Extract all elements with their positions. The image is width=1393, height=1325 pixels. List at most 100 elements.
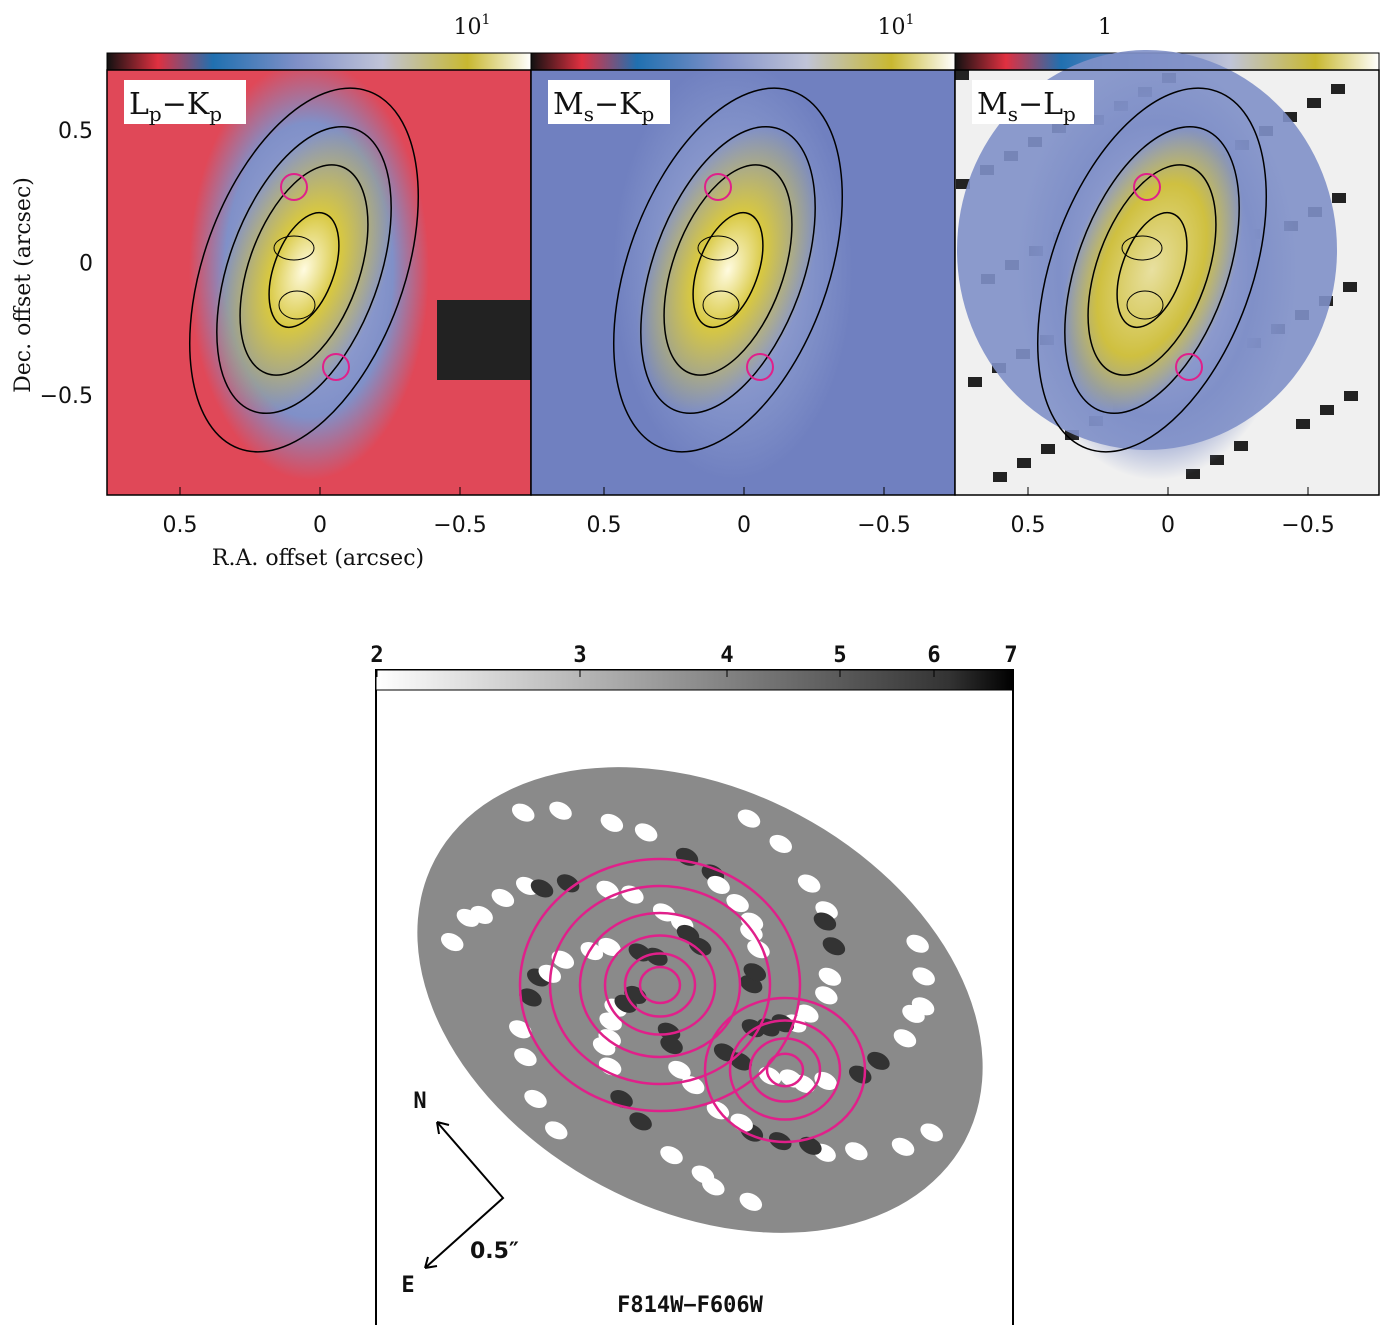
- speckle: [545, 1121, 568, 1140]
- noise: [1041, 444, 1055, 454]
- contour: [1036, 87, 1268, 453]
- contour: [663, 164, 793, 376]
- marker-circle: [704, 173, 732, 201]
- speckle: [912, 967, 935, 986]
- speckle: [470, 905, 493, 924]
- speckle: [440, 932, 464, 952]
- noise: [955, 70, 969, 80]
- speckle: [822, 937, 846, 956]
- x-tick-label: −0.5: [1281, 513, 1334, 538]
- speckle: [815, 986, 838, 1005]
- label-part: K: [619, 87, 642, 122]
- panel-label: Lp−Kp: [129, 87, 222, 126]
- speckle: [600, 813, 624, 832]
- colorbar-tick-label: 1: [1098, 15, 1112, 40]
- colorbar: [375, 669, 1014, 691]
- speckle: [519, 988, 542, 1007]
- y-tick-label: 0.5: [58, 119, 93, 144]
- label-part: s: [584, 102, 594, 126]
- contour: [1064, 125, 1240, 415]
- speckle: [660, 1036, 683, 1055]
- label-part: −: [162, 87, 187, 122]
- speckle: [797, 874, 821, 893]
- tick-base: 10: [878, 15, 906, 40]
- speckle: [629, 1112, 652, 1131]
- marker-circle: [1175, 353, 1203, 381]
- noise: [1017, 458, 1031, 468]
- speckle: [549, 801, 572, 820]
- magenta-contour: [703, 996, 867, 1144]
- contour: [640, 125, 816, 415]
- contour: [268, 211, 340, 329]
- x-axis-label: R.A. offset (arcsec): [212, 546, 424, 571]
- speckle: [660, 1146, 683, 1165]
- magenta-contour: [765, 1052, 805, 1088]
- contour: [1087, 164, 1217, 376]
- magenta-contour: [623, 952, 697, 1018]
- x-tick-label: −0.5: [857, 513, 910, 538]
- contour: [612, 87, 844, 453]
- speckle: [769, 834, 792, 853]
- label-part: s: [1008, 102, 1018, 126]
- noise: [968, 377, 982, 387]
- label-box: [972, 80, 1094, 124]
- speckle: [668, 1060, 691, 1079]
- speckle: [551, 950, 575, 969]
- core: [1060, 126, 1244, 414]
- marker-circle: [746, 353, 774, 381]
- contour: [697, 235, 739, 261]
- tick-exp: 1: [482, 12, 491, 28]
- magenta-contour: [728, 1019, 842, 1121]
- x-tick-label: 0: [1161, 513, 1175, 538]
- label-part: L: [1043, 87, 1063, 122]
- compass-east: E: [401, 1273, 414, 1298]
- contour: [188, 87, 420, 453]
- speckle: [867, 1051, 890, 1070]
- speckle: [614, 994, 637, 1013]
- panel: Lp−Kp 101 0.5 0 −0.5: [106, 12, 532, 538]
- x-tick-label: 0: [737, 513, 751, 538]
- speckle: [634, 823, 658, 842]
- contour: [1116, 211, 1188, 329]
- speckle: [556, 874, 580, 893]
- y-tick-label: 0: [79, 252, 93, 277]
- panel: Ms−Kp 101 0.5 0 −0.5: [530, 12, 956, 538]
- marker-circle: [322, 353, 350, 381]
- magenta-contour: [548, 884, 772, 1086]
- label-part: L: [129, 87, 149, 122]
- speckle: [906, 934, 929, 953]
- y-axis-label: Dec. offset (arcsec): [11, 177, 36, 393]
- speckle: [599, 1012, 622, 1031]
- speckle: [739, 1192, 763, 1211]
- speckle: [530, 879, 554, 898]
- x-tick-label: 0.5: [1011, 513, 1046, 538]
- speckle: [737, 809, 761, 828]
- label-part: M: [553, 87, 584, 122]
- magenta-contour: [518, 857, 802, 1113]
- contour: [273, 235, 315, 261]
- speckle: [799, 1136, 822, 1155]
- contour: [1126, 290, 1164, 320]
- speckle: [645, 947, 668, 966]
- noise: [1283, 112, 1297, 122]
- magenta-contour: [748, 1037, 822, 1103]
- speckle: [771, 1014, 795, 1033]
- speckle: [511, 803, 535, 822]
- speckle: [893, 1029, 917, 1048]
- speckle: [707, 875, 730, 894]
- y-tick-label: −0.5: [40, 384, 93, 409]
- panel: Ms−Lp 1 0.5 0 −0.5: [954, 15, 1380, 538]
- colorbar-tick-label: 6: [927, 643, 940, 668]
- contour: [239, 164, 369, 376]
- scale-label: 0.5″: [470, 1239, 519, 1264]
- colorbar-tick-label: 5: [833, 643, 846, 668]
- speckle: [691, 1165, 715, 1184]
- colorbar-tick-label: 2: [370, 643, 383, 668]
- speckle: [818, 967, 842, 986]
- panel-label: Ms−Lp: [977, 87, 1076, 126]
- noise: [1210, 455, 1224, 465]
- x-tick-label: 0.5: [587, 513, 622, 538]
- noise: [993, 472, 1007, 482]
- contour: [692, 211, 764, 329]
